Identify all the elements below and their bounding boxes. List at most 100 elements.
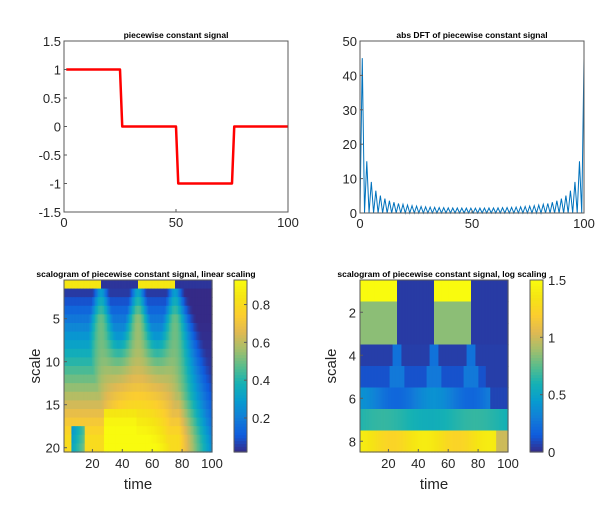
heatmap-cell — [179, 340, 182, 350]
heatmap-cell — [175, 348, 178, 358]
heatmap-cell — [192, 366, 195, 376]
heatmap-cell — [139, 391, 142, 401]
heatmap-cell — [151, 314, 154, 324]
heatmap-cell — [177, 357, 181, 367]
heatmap-cell — [479, 430, 482, 453]
heatmap-cell — [176, 340, 179, 350]
heatmap-cell — [386, 366, 389, 389]
heatmap-cell — [188, 374, 191, 384]
heatmap-cell — [127, 417, 130, 427]
heatmap-cell — [487, 280, 490, 303]
heatmap-cell — [435, 301, 438, 324]
heatmap-cell — [402, 301, 405, 324]
heatmap-cell — [195, 426, 198, 436]
heatmap-cell — [74, 383, 77, 393]
heatmap-cell — [87, 340, 90, 350]
heatmap-cell — [394, 409, 397, 432]
heatmap-cell — [172, 417, 175, 427]
heatmap-cell — [195, 400, 198, 410]
heatmap-cell — [416, 344, 419, 367]
heatmap-cell — [118, 374, 121, 384]
heatmap-cell — [102, 340, 105, 350]
heatmap-cell — [167, 417, 170, 427]
heatmap-cell — [429, 280, 432, 303]
heatmap-cell — [203, 357, 206, 367]
heatmap-cell — [374, 387, 377, 410]
heatmap-cell — [130, 443, 133, 453]
heatmap-cell — [419, 280, 422, 303]
heatmap-cell — [139, 357, 142, 367]
heatmap-cell — [117, 443, 120, 453]
heatmap-cell — [74, 314, 77, 324]
heatmap-cell — [182, 305, 185, 315]
heatmap-cell — [166, 400, 169, 410]
colorbar-segment — [530, 366, 543, 370]
heatmap-cell — [188, 366, 191, 376]
heatmap-cell — [383, 344, 386, 367]
heatmap-cell — [129, 280, 132, 290]
heatmap-cell — [129, 331, 132, 341]
heatmap-cell — [485, 280, 488, 303]
heatmap-cell — [173, 400, 176, 410]
colorbar-segment — [234, 403, 247, 407]
heatmap-cell — [108, 323, 111, 333]
heatmap-cell — [209, 417, 212, 427]
heatmap-cell — [431, 344, 434, 367]
heatmap-cell — [126, 434, 129, 444]
heatmap-cell — [109, 434, 112, 444]
heatmap-cell — [111, 331, 114, 341]
heatmap-cell — [123, 426, 126, 436]
heatmap-cell — [447, 366, 450, 389]
heatmap-cell — [173, 383, 176, 393]
heatmap-cell — [105, 323, 108, 333]
heatmap-cell — [121, 348, 124, 358]
heatmap-cell — [106, 288, 109, 298]
heatmap-cell — [206, 443, 209, 453]
heatmap-cell — [132, 288, 135, 298]
heatmap-cell — [90, 426, 93, 436]
heatmap-cell — [167, 288, 170, 298]
heatmap-cell — [154, 305, 157, 315]
heatmap-cell — [83, 383, 86, 393]
heatmap-cell — [115, 357, 118, 367]
heatmap-cell — [368, 430, 371, 453]
heatmap-cell — [484, 387, 487, 410]
heatmap-cell — [99, 366, 102, 376]
colorbar-segment — [234, 406, 247, 410]
heatmap-cell — [114, 426, 117, 436]
heatmap-cell — [126, 409, 129, 419]
heatmap-cell — [68, 400, 71, 410]
heatmap-cell — [145, 331, 148, 341]
heatmap-cell — [177, 426, 181, 436]
heatmap-cell — [93, 417, 96, 427]
heatmap-cell — [176, 434, 179, 444]
heatmap-cell — [185, 391, 188, 401]
heatmap-cell — [163, 288, 166, 298]
heatmap-cell — [188, 331, 191, 341]
heatmap-cell — [93, 357, 96, 367]
heatmap-cell — [182, 443, 185, 453]
heatmap-cell — [111, 409, 114, 419]
heatmap-cell — [170, 357, 173, 367]
heatmap-cell — [485, 409, 488, 432]
heatmap-cell — [98, 288, 101, 298]
heatmap-cell — [423, 387, 426, 410]
heatmap-cell — [408, 301, 411, 324]
heatmap-cell — [161, 348, 164, 358]
heatmap-cell — [139, 323, 142, 333]
heatmap-cell — [389, 430, 392, 453]
heatmap-cell — [209, 374, 212, 384]
heatmap-cell — [394, 366, 397, 389]
heatmap-cell — [186, 391, 189, 401]
heatmap-cell — [163, 374, 166, 384]
heatmap-cell — [143, 417, 146, 427]
heatmap-cell — [436, 323, 440, 346]
heatmap-cell — [95, 400, 98, 410]
heatmap-cell — [132, 297, 135, 307]
heatmap-cell — [206, 340, 209, 350]
heatmap-cell — [146, 383, 149, 393]
heatmap-cell — [101, 400, 104, 410]
heatmap-cell — [77, 409, 80, 419]
heatmap-cell — [123, 305, 126, 315]
heatmap-cell — [404, 409, 407, 432]
